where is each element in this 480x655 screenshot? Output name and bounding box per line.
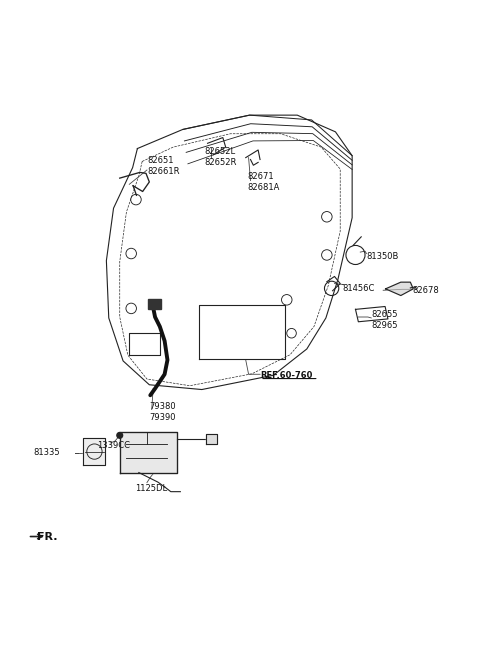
Bar xyxy=(205,434,217,444)
Circle shape xyxy=(117,432,122,438)
Polygon shape xyxy=(84,438,106,465)
Text: 82678: 82678 xyxy=(413,286,440,295)
Text: REF.60-760: REF.60-760 xyxy=(260,371,312,380)
Polygon shape xyxy=(120,432,177,472)
Text: 79380
79390: 79380 79390 xyxy=(149,402,176,422)
Text: 1339CC: 1339CC xyxy=(97,441,130,451)
Text: 82651
82661R: 82651 82661R xyxy=(147,156,180,176)
Text: 81350B: 81350B xyxy=(366,252,399,261)
Text: 82652L
82652R: 82652L 82652R xyxy=(204,147,237,167)
Text: 81335: 81335 xyxy=(33,448,60,457)
Text: 82655
82965: 82655 82965 xyxy=(371,310,398,330)
Text: 81456C: 81456C xyxy=(343,284,375,293)
Polygon shape xyxy=(385,282,413,295)
Bar xyxy=(148,299,161,309)
Text: 1125DL: 1125DL xyxy=(135,484,167,493)
Text: FR.: FR. xyxy=(37,531,58,542)
Text: 82671
82681A: 82671 82681A xyxy=(247,172,279,192)
